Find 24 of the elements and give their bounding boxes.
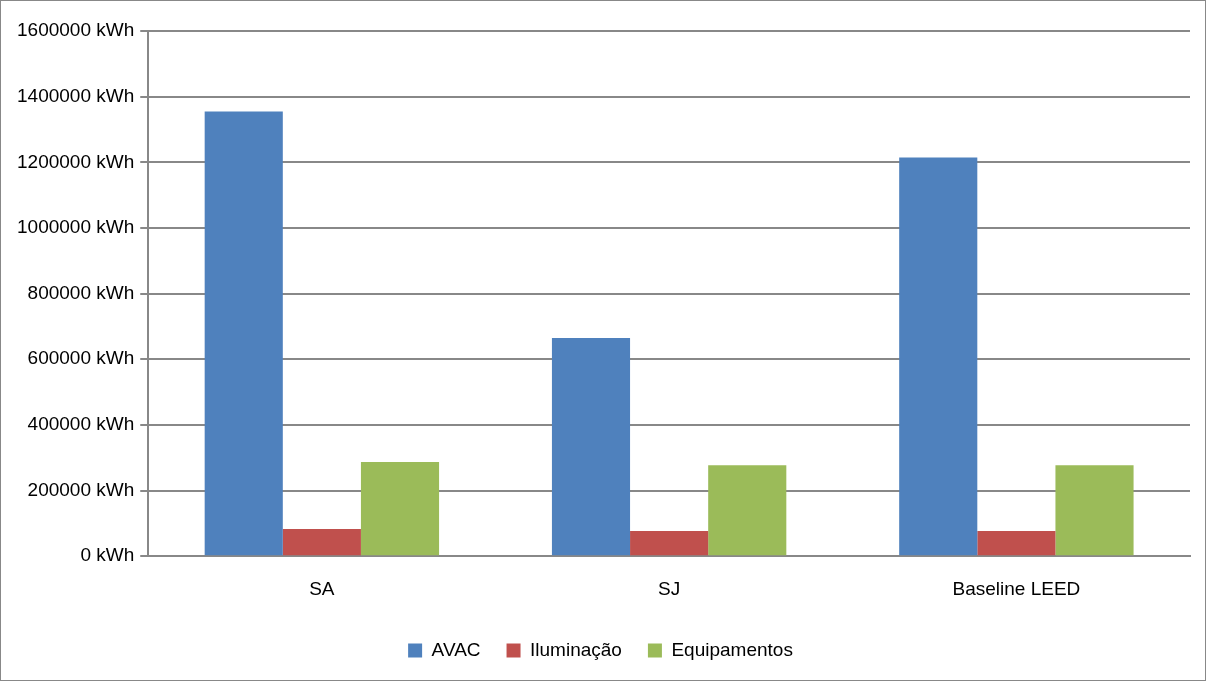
y-tick-label: 600000 kWh <box>27 347 135 369</box>
y-tick-label: 200000 kWh <box>27 478 135 500</box>
y-tick-label: 1600000 kWh <box>17 19 135 41</box>
bar <box>204 111 283 556</box>
x-tick-label: SJ <box>658 577 681 599</box>
y-tick-label: 1400000 kWh <box>17 84 135 106</box>
y-tick-label: 800000 kWh <box>27 281 135 303</box>
legend-label: Iluminação <box>530 638 622 660</box>
bar <box>899 157 978 556</box>
y-tick-label: 1200000 kWh <box>17 150 135 172</box>
bar <box>1055 465 1134 556</box>
y-tick-label: 400000 kWh <box>27 413 135 435</box>
bar <box>977 530 1056 556</box>
y-tick-label: 0 kWh <box>80 544 135 566</box>
bar <box>360 461 440 556</box>
y-tick-label: 1000000 kWh <box>17 216 135 238</box>
bar <box>630 530 709 556</box>
x-tick-label: SA <box>309 577 335 599</box>
bar <box>551 337 631 556</box>
legend-label: AVAC <box>431 638 481 660</box>
bar <box>282 528 361 556</box>
bar <box>708 465 787 556</box>
x-tick-label: Baseline LEED <box>952 577 1081 599</box>
legend-label: Equipamentos <box>671 638 793 660</box>
